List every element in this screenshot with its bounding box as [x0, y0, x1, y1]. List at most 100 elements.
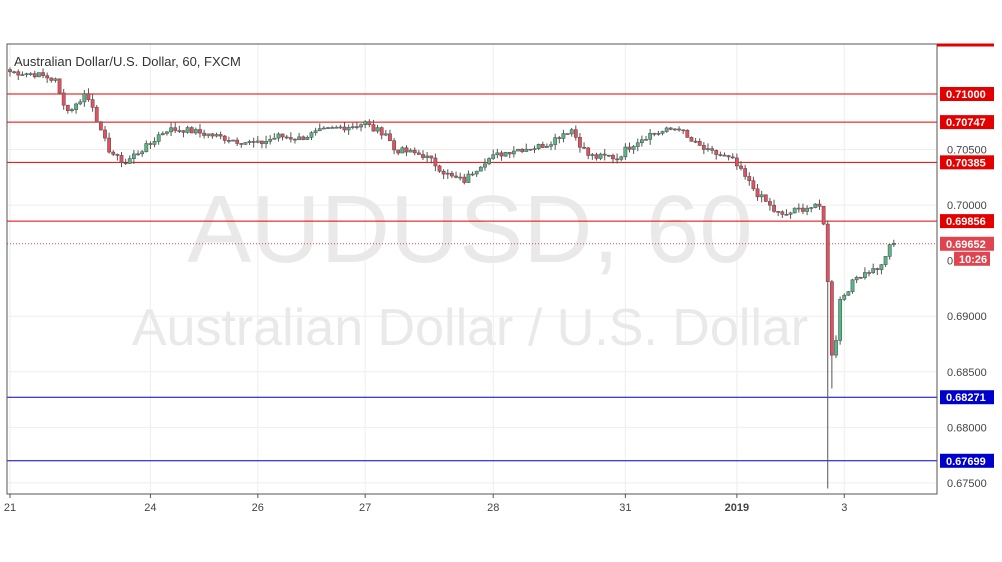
candle-down: [392, 140, 396, 151]
time-axis[interactable]: 21 24 26 27 28 31 2019 3: [4, 494, 847, 514]
candle-up: [850, 279, 855, 292]
candle-down: [602, 153, 607, 156]
candle-up: [24, 73, 29, 75]
candle-up: [346, 127, 351, 131]
candle-down: [718, 154, 723, 156]
candle-down: [776, 211, 781, 213]
candle-down: [499, 152, 504, 157]
candle-down: [412, 149, 417, 154]
candle-up: [132, 153, 136, 159]
candle-up: [425, 155, 430, 158]
candle-up: [623, 146, 628, 158]
candle-down: [565, 133, 570, 135]
candle-up: [78, 101, 83, 105]
candle-down: [668, 127, 673, 130]
candle-down: [763, 194, 768, 202]
candle-up: [231, 139, 235, 142]
candle-up: [842, 294, 847, 300]
candle-down: [528, 148, 533, 151]
candle-down: [239, 143, 244, 145]
candle-up: [664, 127, 669, 132]
candle-down: [404, 147, 409, 153]
candle-down: [388, 133, 392, 141]
candle-down: [825, 223, 830, 283]
candle-up: [169, 127, 173, 133]
candle-down: [578, 137, 582, 148]
candle-down: [697, 140, 702, 146]
candle-down: [342, 126, 347, 131]
candle-down: [260, 140, 264, 144]
candle-up: [165, 131, 169, 134]
x-tick-label: 26: [252, 502, 264, 514]
candle-up: [37, 72, 41, 78]
candle-up: [144, 143, 149, 153]
candle-down: [280, 133, 285, 138]
candle-down: [222, 135, 227, 141]
candle-down: [677, 128, 681, 131]
candle-down: [520, 148, 525, 152]
price-axis[interactable]: 0.70500 0.70000 0.69000 0.68500 0.68000 0.675…: [947, 145, 987, 490]
candle-up: [561, 133, 566, 139]
candle-up: [160, 133, 165, 136]
y-tick-label: 0.70000: [947, 200, 987, 212]
candle-up: [127, 158, 132, 164]
candle-up: [272, 137, 277, 140]
candle-down: [103, 129, 107, 139]
level-labels: 0.71000 0.70747 0.70385 0.69856 0.68271 0.676…: [940, 87, 994, 468]
candle-down: [65, 104, 70, 111]
candle-up: [891, 243, 896, 245]
candle-down: [739, 165, 743, 169]
chart-grid: [7, 44, 937, 494]
candle-up: [516, 148, 520, 152]
candle-up: [536, 143, 541, 149]
candle-down: [288, 137, 293, 140]
candle-up: [70, 109, 74, 111]
candle-up: [206, 133, 211, 136]
candle-up: [309, 132, 314, 138]
candle-down: [251, 141, 256, 143]
candle-down: [433, 157, 438, 167]
candle-up: [648, 133, 653, 140]
candle-down: [441, 170, 446, 175]
candle-up: [466, 173, 471, 183]
candle-down: [301, 136, 306, 140]
candle-up: [317, 128, 322, 132]
resistance-price-text: 0.69856: [946, 216, 986, 228]
candle-down: [821, 205, 826, 225]
x-tick-label: 28: [487, 502, 499, 514]
candle-down: [226, 140, 231, 142]
candle-down: [747, 176, 752, 181]
candle-up: [330, 127, 335, 129]
y-tick-label: 0.68000: [947, 422, 987, 434]
candle-down: [858, 276, 863, 279]
candle-up: [12, 71, 17, 74]
candle-up: [809, 207, 814, 209]
candle-down: [355, 126, 359, 128]
candle-down: [111, 151, 116, 155]
candle-down: [681, 129, 686, 132]
candle-up: [788, 212, 793, 215]
candle-down: [829, 281, 834, 356]
candle-up: [706, 148, 710, 150]
candle-down: [421, 154, 425, 158]
candle-up: [569, 129, 574, 135]
candle-up: [673, 128, 677, 131]
candle-up: [297, 136, 302, 141]
candle-up: [185, 127, 190, 133]
candle-down: [429, 155, 434, 159]
resistance-price-label: [940, 155, 994, 170]
candle-down: [90, 99, 95, 108]
candle-up: [458, 176, 463, 179]
candle-up: [264, 141, 268, 144]
candle-down: [817, 203, 822, 207]
candle-down: [689, 137, 694, 142]
x-tick-label: 21: [4, 502, 16, 514]
candle-up: [156, 134, 161, 142]
candle-down: [867, 272, 871, 274]
candle-down: [94, 106, 99, 123]
candle-down: [49, 77, 54, 81]
candle-up: [834, 340, 838, 356]
support-price-text: 0.67699: [946, 456, 986, 468]
